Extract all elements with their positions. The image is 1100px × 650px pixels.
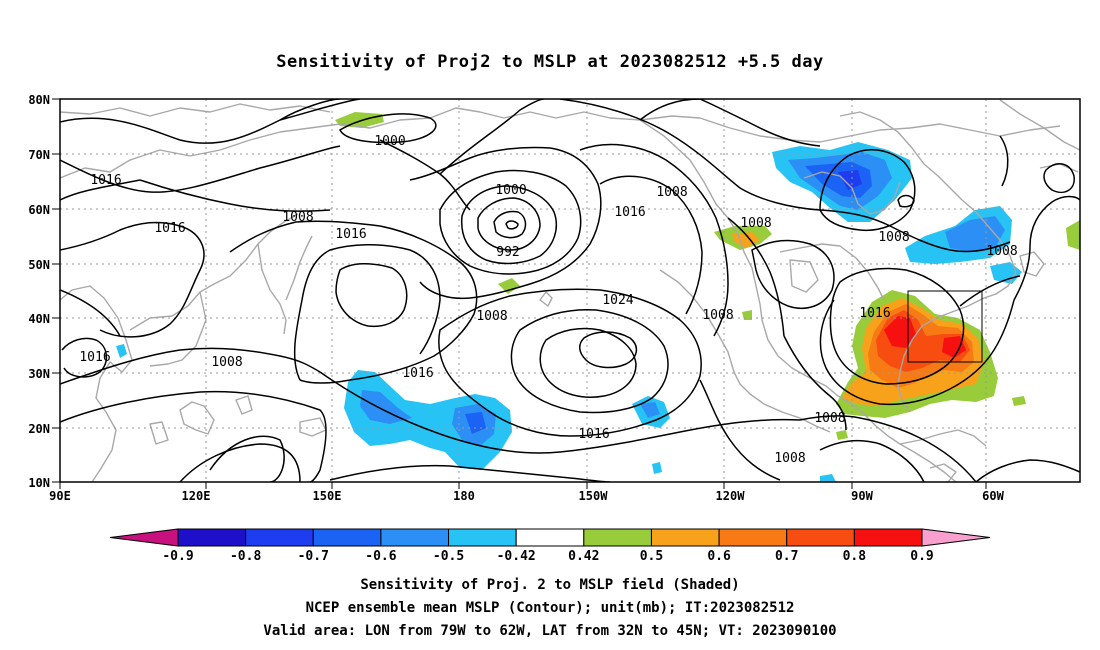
y-tick-label: 70N: [28, 148, 50, 162]
y-tick-label: 20N: [28, 422, 50, 436]
caption-line-3: Valid area: LON from 79W to 62W, LAT fro…: [263, 623, 836, 639]
chart-title: Sensitivity of Proj2 to MSLP at 20230825…: [276, 52, 823, 72]
colorbar-label: 0.42: [568, 549, 599, 564]
contour-label: 1016: [335, 227, 366, 242]
contour-label: 1024: [602, 293, 633, 308]
shading-layer: [116, 112, 1080, 482]
positive-sensitivity-region: [1012, 396, 1026, 406]
positive-sensitivity-region: [335, 112, 384, 128]
colorbar-segment: [515, 528, 585, 547]
contour-label: 1008: [476, 309, 507, 324]
contour-label: 1016: [402, 366, 433, 381]
contour-label: 1016: [578, 427, 609, 442]
x-tick-label: 120W: [716, 489, 746, 503]
negative-sensitivity-region: [640, 402, 660, 418]
colorbar-label: 0.6: [707, 549, 731, 564]
colorbar-label: 0.7: [775, 549, 798, 564]
colorbar-label: 0.8: [843, 549, 867, 564]
positive-sensitivity-region: [942, 336, 966, 358]
y-tick-label: 40N: [28, 312, 50, 326]
negative-sensitivity-region: [990, 262, 1022, 284]
y-axis: 80N 70N 60N 50N 40N 30N 20N 10N: [28, 93, 60, 490]
negative-sensitivity-region: [652, 462, 662, 474]
colorbar-segment: [177, 528, 247, 547]
negative-sensitivity-region: [945, 216, 1005, 252]
colorbar-left-arrow: [109, 528, 179, 547]
valid-area-box: [907, 290, 983, 363]
map-area: [60, 99, 1080, 482]
colorbar-label: 0.5: [640, 549, 663, 564]
contour-label: 1008: [656, 185, 687, 200]
colorbar-label: -0.8: [230, 549, 261, 564]
contour-label: 1008: [702, 308, 733, 323]
positive-sensitivity-region: [498, 278, 520, 294]
x-tick-label: 90W: [851, 489, 873, 503]
colorbar-segment: [448, 528, 517, 547]
colorbar-right-arrow: [921, 528, 991, 547]
contour-label: 1000: [374, 134, 405, 149]
x-tick-label: 150E: [313, 489, 342, 503]
negative-sensitivity-region: [360, 390, 412, 424]
coastlines: [60, 99, 1080, 482]
colorbar-segment: [380, 528, 450, 547]
colorbar-segment: [786, 528, 855, 547]
positive-sensitivity-region: [1066, 220, 1080, 250]
contour-label: 1016: [154, 221, 185, 236]
x-tick-label: 150W: [579, 489, 609, 503]
mslp-contours: [60, 99, 1080, 482]
colorbar-segment: [245, 528, 314, 547]
colorbar-segment: [650, 528, 720, 547]
contour-label: 1016: [614, 205, 645, 220]
colorbar-label: -0.7: [298, 549, 329, 564]
y-tick-label: 10N: [28, 476, 50, 490]
contour-label: 1008: [986, 244, 1017, 259]
colorbar: -0.9 -0.8 -0.7 -0.6 -0.5 -0.42 0.42 0.5 0.6 0.7 0.…: [109, 528, 991, 564]
colorbar-segment: [853, 528, 923, 547]
contour-labels: 1016 1000 1008 1016 1008 1016 1000 992 1…: [79, 134, 1017, 466]
colorbar-label: -0.42: [497, 549, 536, 564]
colorbar-segment: [718, 528, 788, 547]
contour-label: 1016: [859, 306, 890, 321]
caption-line-2: NCEP ensemble mean MSLP (Contour); unit(…: [306, 600, 795, 616]
colorbar-label: 0.9: [910, 549, 933, 564]
negative-sensitivity-region: [838, 170, 862, 190]
x-axis: 90E 120E 150E 180 150W 120W 90W 60W: [49, 482, 1005, 503]
contour-label: 992: [496, 245, 519, 260]
colorbar-segment: [312, 528, 382, 547]
contour-label: 1008: [774, 451, 805, 466]
contour-label: 1008: [211, 355, 242, 370]
contour-label: 1008: [814, 411, 845, 426]
colorbar-label: -0.6: [365, 549, 396, 564]
negative-sensitivity-region: [116, 344, 127, 358]
map-frame: [59, 98, 1081, 483]
x-tick-label: 90E: [49, 489, 71, 503]
y-tick-label: 50N: [28, 258, 50, 272]
colorbar-label: -0.5: [433, 549, 464, 564]
colorbar-segment: [583, 528, 652, 547]
colorbar-label: -0.9: [162, 549, 193, 564]
x-tick-label: 180: [453, 489, 475, 503]
contour-label: 1016: [90, 173, 121, 188]
positive-sensitivity-region: [836, 430, 848, 440]
contour-label: 1016: [79, 350, 110, 365]
negative-sensitivity-region: [344, 370, 512, 470]
contour-label: 1000: [495, 183, 526, 198]
contour-label: 1008: [740, 216, 771, 231]
x-tick-label: 120E: [182, 489, 211, 503]
contour-label: 1008: [282, 210, 313, 225]
y-tick-label: 30N: [28, 367, 50, 381]
y-tick-label: 60N: [28, 203, 50, 217]
x-tick-label: 60W: [982, 489, 1004, 503]
y-tick-label: 80N: [28, 93, 50, 107]
caption-line-1: Sensitivity of Proj. 2 to MSLP field (Sh…: [360, 577, 739, 593]
negative-sensitivity-region: [820, 474, 836, 482]
contour-label: 1008: [878, 230, 909, 245]
